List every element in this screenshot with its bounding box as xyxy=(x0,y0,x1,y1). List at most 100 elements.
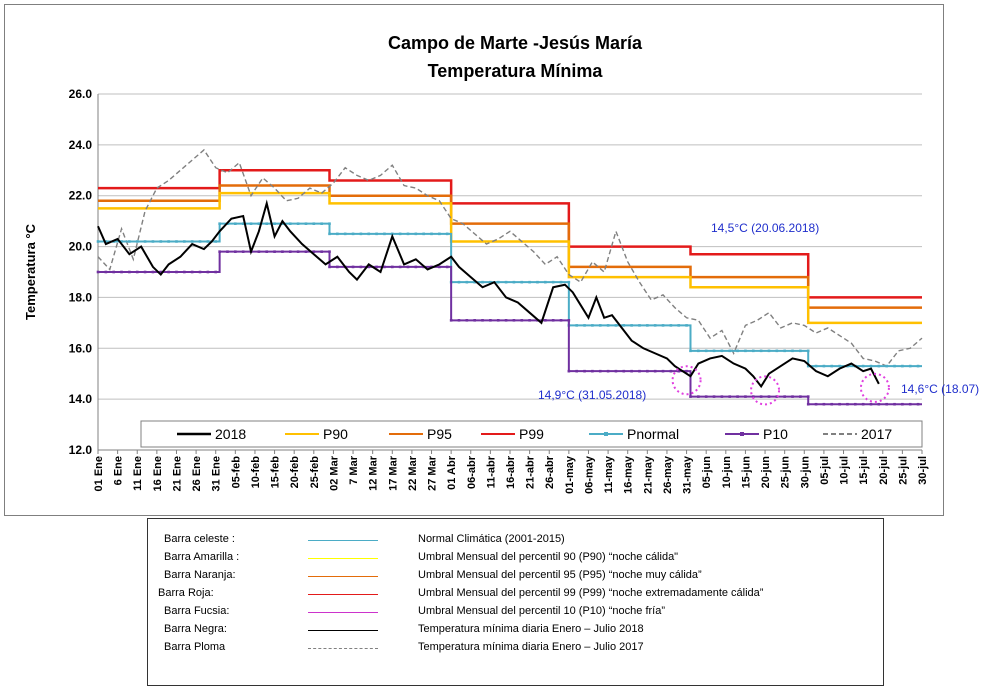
caption-desc: Umbral Mensual del percentil 90 (P90) “n… xyxy=(418,551,679,563)
p10-marker xyxy=(606,369,610,373)
p10-marker xyxy=(406,265,410,269)
p10-marker xyxy=(336,265,339,269)
p10-marker xyxy=(112,270,115,274)
pnormal-marker xyxy=(759,349,763,353)
pnormal-marker xyxy=(775,349,779,353)
p10-marker xyxy=(496,319,500,322)
p10-marker xyxy=(241,250,245,253)
p10-marker xyxy=(901,402,904,406)
p10-marker xyxy=(720,395,724,398)
p10-marker xyxy=(669,369,673,373)
caption-swatch xyxy=(308,612,378,613)
pnormal-marker xyxy=(830,364,834,368)
pnormal-marker xyxy=(712,349,716,353)
x-tick-label: 6 Ene xyxy=(113,456,125,485)
x-tick-label: 30-jun xyxy=(799,456,811,489)
caption-swatch xyxy=(308,594,378,595)
pnormal-marker xyxy=(697,349,700,353)
highlight-circle xyxy=(671,365,702,396)
y-tick-label: 14.0 xyxy=(69,392,93,406)
highlight-circle xyxy=(859,372,890,403)
p10-marker xyxy=(445,265,449,269)
x-tick-label: 16-abr xyxy=(505,455,517,489)
annotation-max-june: 14,5°C (20.06.2018) xyxy=(711,221,820,235)
p10-marker xyxy=(226,250,229,253)
p10-marker xyxy=(661,369,665,373)
x-tick-label: 7 Mar xyxy=(348,455,360,484)
p10-marker xyxy=(712,395,716,398)
p10-marker xyxy=(799,395,802,398)
p10-marker xyxy=(520,319,524,322)
pnormal-marker xyxy=(783,349,786,353)
pnormal-marker xyxy=(630,324,633,327)
pnormal-marker xyxy=(893,364,896,368)
pnormal-marker xyxy=(685,324,688,327)
legend-label-p99: P99 xyxy=(519,426,544,442)
p10-marker xyxy=(257,250,261,253)
p10-marker xyxy=(685,369,688,373)
pnormal-marker xyxy=(473,280,476,284)
p10-marker xyxy=(512,319,516,322)
pnormal-marker xyxy=(206,240,210,243)
x-tick-label: 30-jul xyxy=(917,456,929,485)
series-pnormal xyxy=(98,222,922,368)
x-tick-label: 25-jul xyxy=(897,456,909,485)
p10-marker xyxy=(591,369,594,373)
pnormal-marker xyxy=(214,240,218,243)
pnormal-marker xyxy=(591,324,594,327)
pnormal-marker xyxy=(312,222,316,225)
p10-marker xyxy=(853,402,857,406)
p10-marker xyxy=(838,402,841,406)
p10-marker xyxy=(449,319,453,322)
pnormal-marker xyxy=(183,240,186,243)
x-tick-label: 15-jun xyxy=(740,456,752,489)
series-p90 xyxy=(98,191,922,325)
caption-swatch xyxy=(308,630,378,631)
y-tick-label: 18.0 xyxy=(69,290,93,304)
pnormal-marker xyxy=(175,240,178,243)
pnormal-marker xyxy=(296,222,300,225)
caption-desc: Temperatura mínima diaria Enero – Julio … xyxy=(418,641,644,653)
p10-marker xyxy=(814,402,818,406)
p10-marker xyxy=(128,270,131,274)
caption-desc: Temperatura mínima diaria Enero – Julio … xyxy=(418,623,644,635)
p10-marker xyxy=(783,395,786,398)
caption-name: Barra Naranja: xyxy=(164,569,236,581)
p10-marker xyxy=(206,270,210,274)
p10-marker xyxy=(465,319,469,322)
p10-marker xyxy=(288,250,292,253)
x-tick-label: 01-may xyxy=(564,455,576,494)
x-tick-label: 22 Mar xyxy=(407,455,419,491)
p10-marker xyxy=(159,270,163,274)
p10-marker xyxy=(630,369,633,373)
pnormal-marker xyxy=(661,324,665,327)
p10-marker xyxy=(638,369,641,373)
p10-marker xyxy=(218,250,221,253)
x-tick-label: 25-feb xyxy=(309,456,321,489)
x-tick-label: 05-jun xyxy=(701,456,713,489)
p10-marker xyxy=(489,319,492,322)
pnormal-marker xyxy=(799,349,802,353)
p10-marker xyxy=(390,265,394,269)
p10-marker xyxy=(575,369,579,373)
series-p99 xyxy=(98,169,922,299)
pnormal-marker xyxy=(304,222,308,225)
pnormal-marker xyxy=(120,240,123,243)
pnormal-marker xyxy=(744,349,747,353)
pnormal-marker xyxy=(288,222,292,225)
pnormal-marker xyxy=(343,232,347,236)
caption-row: Barra Naranja: Umbral Mensual del percen… xyxy=(148,569,883,585)
pnormal-marker xyxy=(265,222,269,225)
p10-marker xyxy=(689,395,692,398)
caption-row: Barra Roja: Umbral Mensual del percentil… xyxy=(148,587,883,603)
x-tick-label: 11-may xyxy=(603,455,615,493)
p10-marker xyxy=(234,250,237,253)
pnormal-marker xyxy=(159,240,163,243)
pnormal-marker xyxy=(606,324,610,327)
p10-marker xyxy=(304,250,308,253)
legend-marker xyxy=(604,432,608,436)
p10-marker xyxy=(183,270,186,274)
pnormal-marker xyxy=(96,240,100,243)
pnormal-marker xyxy=(481,280,484,284)
p10-marker xyxy=(767,395,771,398)
